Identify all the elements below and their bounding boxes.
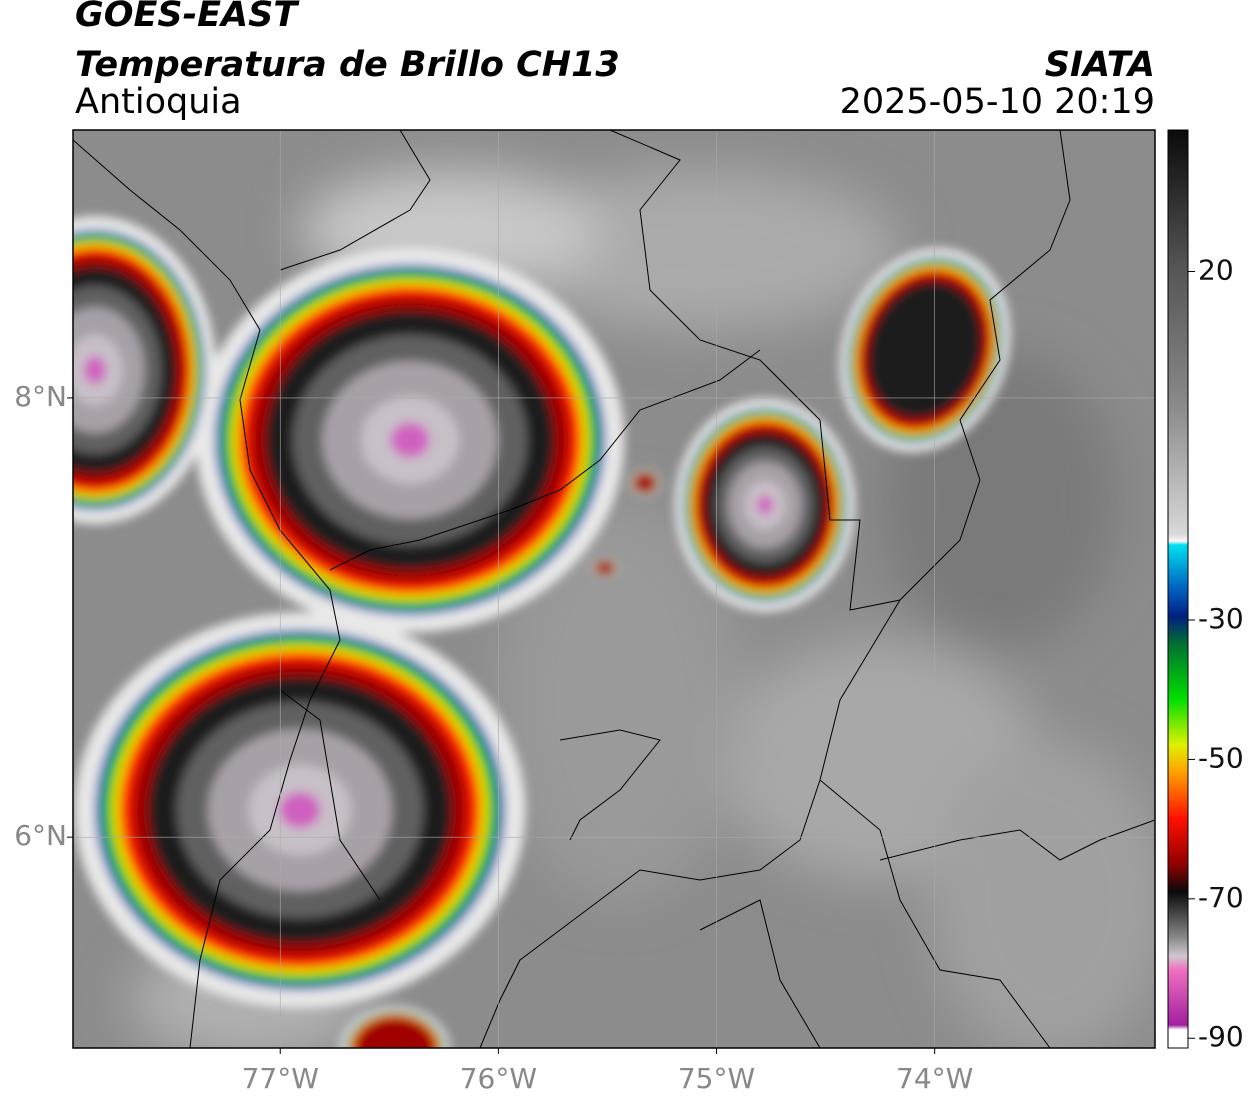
x-tick-label: 76°W (460, 1062, 537, 1095)
colorbar-tick-label: -30 (1198, 602, 1244, 635)
datetime: 2025-05-10 20:19 (840, 82, 1155, 122)
region: Antioquia (75, 82, 242, 122)
source: SIATA (1045, 45, 1155, 85)
x-tick-label: 74°W (896, 1062, 973, 1095)
map-area (73, 130, 1155, 1048)
storm-ring (390, 422, 430, 458)
storm-ring (867, 281, 983, 419)
colorbar (1167, 129, 1189, 1049)
x-tick-label: 75°W (678, 1062, 755, 1095)
y-tick-label: 8°N (14, 380, 67, 413)
storm-ring (633, 473, 657, 493)
colorbar-tick-label: -50 (1198, 741, 1244, 774)
axes: 77°W 76°W 75°W 74°W 6°N 8°N 20 -30 -50 -70 -90 (14, 253, 1244, 1095)
storm-ring (354, 1017, 436, 1048)
storm-ring (595, 561, 615, 575)
subtitle: Temperatura de Brillo CH13 (75, 45, 620, 85)
title: GOES-EAST (75, 0, 300, 35)
storm-ring (279, 792, 321, 828)
map-frame (72, 129, 1156, 1049)
colorbar-tick-label: 20 (1198, 253, 1234, 286)
storm-cells (73, 216, 1011, 1048)
grid (73, 130, 1155, 1048)
colorbar-tick-label: -90 (1198, 1020, 1244, 1053)
storms (73, 216, 1011, 1048)
colorbar-tick-label: -70 (1198, 881, 1244, 914)
y-tick-label: 6°N (14, 819, 67, 852)
storm-ring (756, 495, 774, 515)
storm-ring (84, 356, 106, 384)
x-tick-label: 77°W (242, 1062, 319, 1095)
borders (73, 130, 1155, 1048)
